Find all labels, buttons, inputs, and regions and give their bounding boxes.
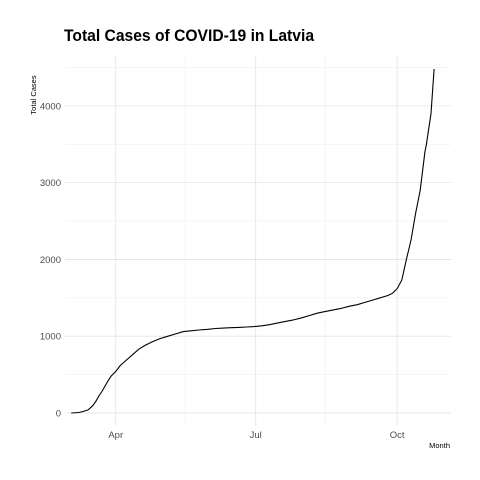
total-cases-line — [71, 68, 435, 414]
y-axis-title: Total Cases — [29, 75, 38, 114]
minor-gridlines — [65, 56, 451, 426]
y-tick-label: 3000 — [40, 178, 61, 189]
y-tick-label: 0 — [56, 408, 61, 419]
major-gridlines — [65, 56, 451, 426]
y-tick-label: 4000 — [40, 101, 61, 112]
x-tick-label: Jul — [250, 430, 262, 441]
chart-title: Total Cases of COVID-19 in Latvia — [64, 26, 315, 45]
y-tick-label: 1000 — [40, 332, 61, 343]
x-axis-tick-labels: Apr Jul Oct — [108, 430, 405, 441]
y-tick-label: 2000 — [40, 255, 61, 266]
x-tick-label: Oct — [390, 430, 405, 441]
x-tick-label: Apr — [108, 430, 123, 441]
y-axis-tick-labels: 0 1000 2000 3000 4000 — [40, 101, 61, 419]
x-axis-title: Month — [429, 441, 450, 450]
